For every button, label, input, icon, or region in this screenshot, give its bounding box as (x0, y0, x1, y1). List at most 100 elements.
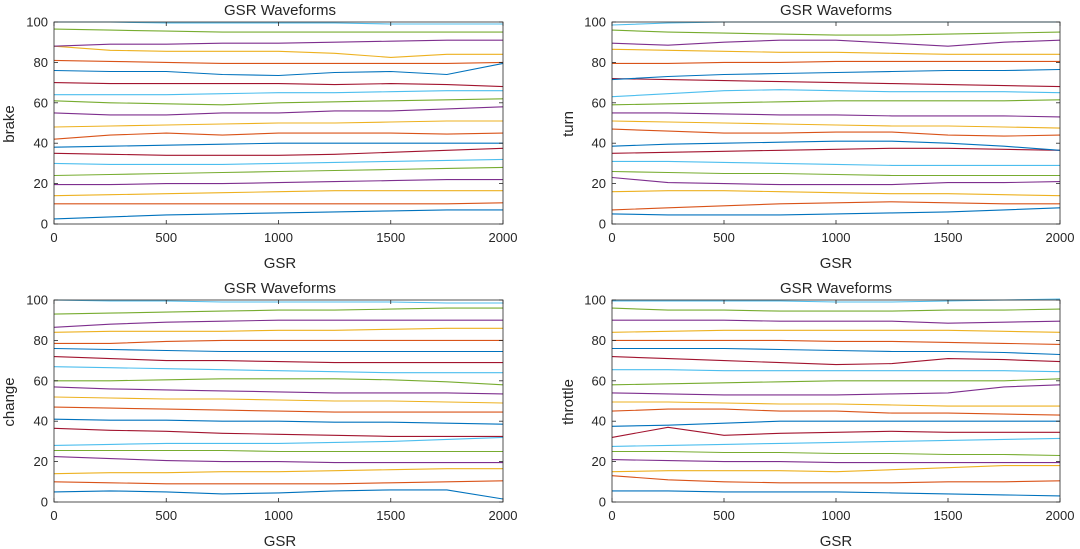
series-line-3 (53, 468, 503, 475)
series-line-8 (53, 418, 504, 425)
series-line-5 (611, 170, 1060, 177)
x-tick-label: 0 (608, 508, 615, 523)
series-line-7 (53, 427, 503, 437)
series-line-6 (53, 436, 504, 446)
x-axis-label: GSR (264, 533, 297, 549)
series-line-10 (53, 396, 504, 404)
series-line-16 (612, 339, 1061, 345)
y-tick-label: 0 (599, 495, 606, 510)
chart-panel-throttle: 0 500 1000 1500 2000 0 20 40 60 80 100 (584, 293, 1074, 524)
chart-title: GSR Waveforms (780, 280, 892, 297)
series-line-7 (611, 147, 1061, 154)
series-line-16 (54, 339, 503, 344)
series-line-7 (53, 147, 504, 156)
y-tick-label: 100 (584, 293, 606, 308)
series-line-6 (612, 160, 1060, 166)
y-tick-label: 0 (41, 217, 48, 232)
series-line-14 (611, 356, 1061, 366)
y-axis-label: turn (560, 111, 577, 137)
series-line-5 (612, 450, 1061, 457)
series-line-3 (611, 190, 1061, 197)
series-line-19 (53, 307, 503, 315)
x-tick-label: 1500 (934, 508, 963, 523)
x-tick-label: 0 (50, 508, 57, 523)
series-line-12 (611, 378, 1061, 386)
series-line-10 (53, 120, 503, 128)
series-line-19 (53, 28, 503, 33)
x-tick-label: 0 (608, 230, 615, 245)
y-tick-label: 40 (34, 136, 48, 151)
x-axis-label: GSR (820, 533, 853, 549)
series-line-12 (611, 99, 1061, 106)
y-axis-label: change (1, 377, 18, 426)
y-tick-label: 40 (592, 136, 606, 151)
series-line-1 (612, 490, 1061, 497)
series-line-18 (612, 319, 1061, 324)
y-tick-label: 80 (592, 333, 606, 348)
series-line-15 (612, 347, 1061, 356)
y-tick-label: 100 (26, 15, 48, 30)
series-line-4 (54, 179, 503, 186)
series-line-6 (611, 437, 1061, 447)
series-line-3 (53, 190, 503, 197)
series-line-4 (53, 456, 503, 464)
x-tick-label: 2000 (1046, 230, 1075, 245)
y-tick-label: 100 (584, 15, 606, 30)
chart-title: GSR Waveforms (224, 2, 336, 19)
x-tick-label: 500 (713, 230, 735, 245)
series-line-18 (611, 39, 1061, 47)
y-tick-label: 20 (34, 176, 48, 191)
series-line-9 (611, 408, 1061, 416)
series-line-13 (54, 90, 503, 96)
chart-title: GSR Waveforms (780, 2, 892, 19)
series-line-5 (53, 166, 504, 177)
chart-panel-change: 0 500 1000 1500 2000 0 20 40 60 80 100 (26, 293, 517, 524)
series-line-2 (611, 201, 1060, 211)
series-line-13 (611, 89, 1061, 98)
series-line-17 (53, 327, 503, 333)
series-line-14 (53, 82, 504, 88)
series-line-15 (53, 62, 504, 77)
series-line-9 (53, 132, 504, 140)
series-line-14 (611, 78, 1061, 88)
x-tick-label: 1500 (376, 230, 405, 245)
series-line-8 (53, 142, 503, 148)
series-line-12 (54, 378, 504, 386)
series-line-17 (611, 48, 1060, 55)
series-line-4 (611, 459, 1060, 464)
series-line-9 (611, 128, 1061, 137)
series-line-11 (611, 384, 1061, 396)
series-line-15 (53, 347, 503, 353)
x-tick-label: 500 (713, 508, 735, 523)
y-tick-label: 40 (34, 414, 48, 429)
x-tick-label: 2000 (489, 230, 518, 245)
series-line-17 (611, 329, 1061, 333)
series-line-3 (611, 465, 1060, 473)
y-tick-label: 80 (34, 333, 48, 348)
series-line-10 (611, 120, 1061, 129)
y-tick-label: 80 (34, 55, 48, 70)
y-axis-label: throttle (560, 379, 577, 425)
series-line-14 (53, 356, 503, 364)
series-line-11 (53, 106, 504, 116)
y-tick-label: 20 (34, 454, 48, 469)
y-tick-label: 60 (592, 95, 606, 110)
y-tick-label: 100 (26, 293, 48, 308)
series-line-18 (53, 319, 503, 328)
series-line-5 (54, 449, 503, 453)
series-line-2 (611, 475, 1061, 484)
series-line-11 (53, 386, 504, 395)
series-line-17 (53, 45, 503, 58)
series-line-9 (53, 406, 503, 413)
chart-panel-brake: 0 500 1000 1500 2000 0 20 40 60 80 100 (26, 15, 517, 246)
x-tick-label: 2000 (1046, 508, 1075, 523)
chart-panel-turn: 0 500 1000 1500 2000 0 20 40 60 80 100 (584, 15, 1074, 246)
y-tick-label: 0 (599, 217, 606, 232)
x-tick-label: 1500 (934, 230, 963, 245)
x-tick-label: 500 (155, 230, 177, 245)
x-axis-label: GSR (264, 255, 297, 272)
x-tick-label: 500 (155, 508, 177, 523)
chart-title: GSR Waveforms (224, 280, 336, 297)
series-line-4 (611, 176, 1061, 186)
